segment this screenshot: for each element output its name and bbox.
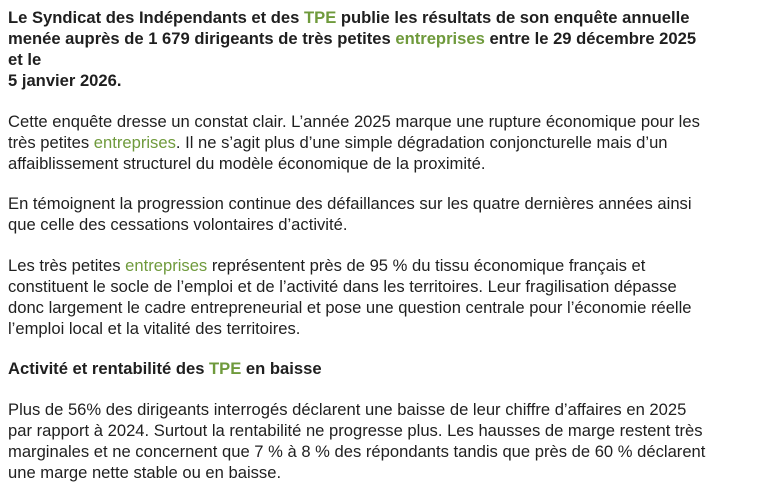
paragraph-defaillances: En témoignent la progression continue de… <box>8 194 692 234</box>
paragraph-activite: Plus de 56% des dirigeants interrogés dé… <box>8 399 706 482</box>
link-entreprises[interactable]: entreprises <box>125 255 208 275</box>
section-heading: Activité et rentabilité des TPE en baiss… <box>8 359 322 378</box>
intro-paragraph: Le Syndicat des Indépendants et des TPE … <box>8 8 697 90</box>
paragraph-constat: Cette enquête dresse un constat clair. L… <box>8 111 700 173</box>
link-entreprises[interactable]: entreprises <box>93 132 176 152</box>
link-tpe[interactable]: TPE <box>304 8 337 27</box>
link-entreprises[interactable]: entreprises <box>395 29 485 48</box>
link-tpe[interactable]: TPE <box>209 359 242 378</box>
article-body: Le Syndicat des Indépendants et des TPE … <box>8 8 706 482</box>
paragraph-tissu-economique: Les très petites entreprises représenten… <box>8 255 692 338</box>
